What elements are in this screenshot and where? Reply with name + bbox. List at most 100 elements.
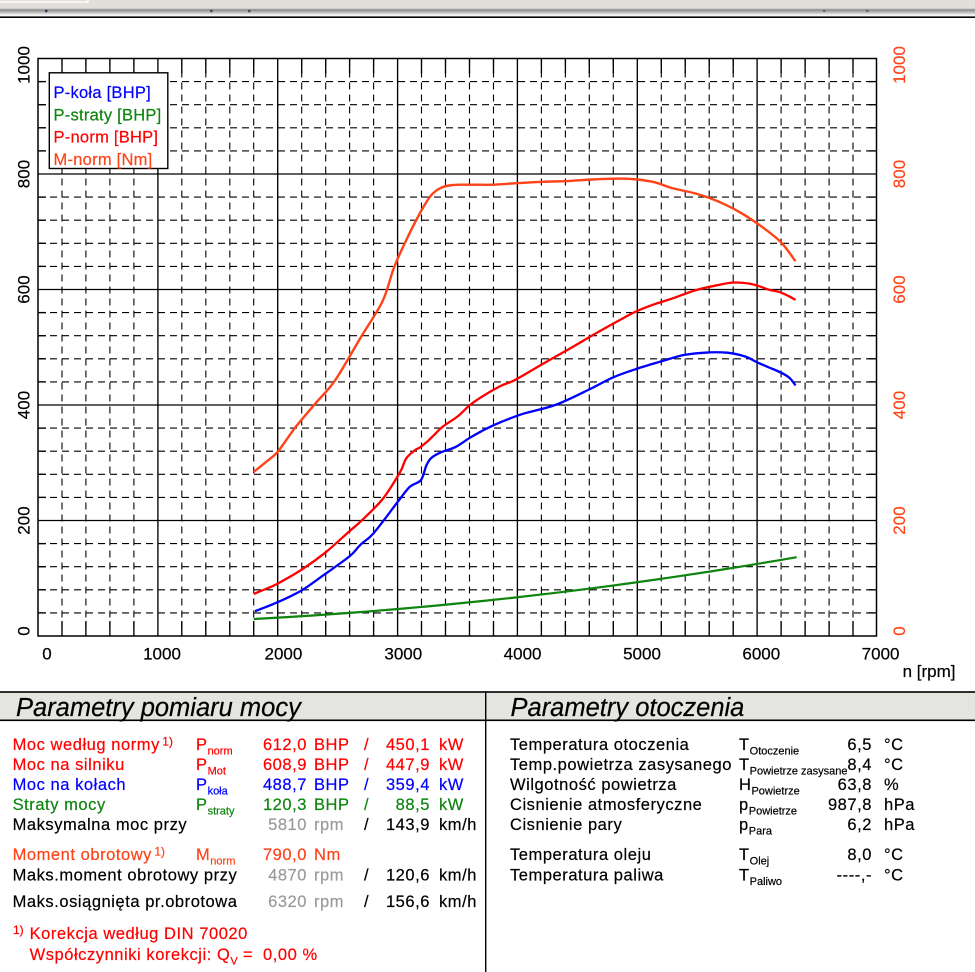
svg-text:7000: 7000 — [862, 645, 900, 664]
svg-text:63,8: 63,8 — [838, 776, 872, 794]
svg-text:88,5: 88,5 — [396, 796, 430, 814]
svg-text:608,9: 608,9 — [263, 756, 307, 774]
svg-text:kW: kW — [439, 796, 464, 814]
svg-text:----,-: ----,- — [837, 867, 872, 885]
svg-text:TOtoczenie: TOtoczenie — [739, 736, 799, 758]
svg-text:120,6: 120,6 — [386, 867, 430, 885]
svg-text:800: 800 — [15, 160, 34, 188]
svg-text:km/h: km/h — [439, 893, 477, 911]
svg-text:488,7: 488,7 — [263, 776, 307, 794]
svg-text:790,0: 790,0 — [263, 846, 307, 864]
svg-text:km/h: km/h — [439, 867, 477, 885]
svg-text:kW: kW — [439, 736, 464, 754]
svg-text:359,4: 359,4 — [386, 776, 430, 794]
svg-text:Maks.moment obrotowy przy: Maks.moment obrotowy przy — [13, 867, 238, 885]
svg-text:°C: °C — [884, 756, 904, 774]
svg-text:P-straty [BHP]: P-straty [BHP] — [54, 106, 162, 124]
svg-text:Maks.osiągnięta pr.obrotowa: Maks.osiągnięta pr.obrotowa — [13, 893, 238, 911]
svg-text:kW: kW — [439, 776, 464, 794]
svg-text:°C: °C — [884, 736, 904, 754]
svg-text:1000: 1000 — [15, 46, 34, 84]
svg-text:n [rpm]: n [rpm] — [903, 662, 956, 681]
svg-text:Moc na silniku: Moc na silniku — [13, 756, 125, 774]
svg-text:5000: 5000 — [623, 645, 661, 664]
svg-text:Maksymalna moc przy: Maksymalna moc przy — [13, 816, 188, 834]
svg-text:3000: 3000 — [384, 645, 422, 664]
svg-text:Mnorm: Mnorm — [196, 846, 235, 868]
svg-text:hPa: hPa — [884, 816, 915, 834]
svg-text:°C: °C — [884, 867, 904, 885]
svg-text:P-koła [BHP]: P-koła [BHP] — [54, 84, 151, 102]
svg-text:6000: 6000 — [742, 645, 780, 664]
svg-text:P-norm [BHP]: P-norm [BHP] — [54, 129, 159, 147]
svg-text:BHP: BHP — [314, 756, 350, 774]
svg-text:/: / — [364, 776, 369, 794]
svg-text:pPara: pPara — [739, 816, 773, 838]
svg-text:0: 0 — [890, 626, 909, 635]
svg-text:2000: 2000 — [264, 645, 302, 664]
svg-text:4000: 4000 — [504, 645, 542, 664]
svg-text:200: 200 — [15, 506, 34, 534]
svg-text:200: 200 — [890, 506, 909, 534]
svg-text:Pkoła: Pkoła — [196, 776, 229, 798]
svg-text:Moment obrotowy 1): Moment obrotowy 1) — [13, 845, 165, 865]
svg-text:BHP: BHP — [314, 796, 350, 814]
svg-text:pPowietrze: pPowietrze — [739, 796, 797, 818]
svg-text:800: 800 — [890, 160, 909, 188]
svg-text:1000: 1000 — [890, 46, 909, 84]
svg-text:Korekcja według DIN 70020: Korekcja według DIN 70020 — [30, 925, 248, 943]
svg-text:1000: 1000 — [143, 645, 181, 664]
svg-text:BHP: BHP — [314, 736, 350, 754]
svg-text:Straty mocy: Straty mocy — [13, 796, 106, 814]
svg-text:kW: kW — [439, 756, 464, 774]
svg-text:BHP: BHP — [314, 776, 350, 794]
svg-text:/: / — [364, 756, 369, 774]
svg-text:%: % — [884, 776, 899, 794]
svg-text:/: / — [364, 796, 369, 814]
svg-text:Temp.powietrza zasysanego: Temp.powietrza zasysanego — [510, 756, 732, 774]
svg-text:400: 400 — [890, 391, 909, 419]
svg-text:8,4: 8,4 — [847, 756, 872, 774]
svg-text:Temperatura paliwa: Temperatura paliwa — [510, 867, 664, 885]
svg-text:/: / — [364, 816, 369, 834]
svg-text:450,1: 450,1 — [386, 736, 430, 754]
svg-text:km/h: km/h — [439, 816, 477, 834]
svg-text:0: 0 — [42, 645, 51, 664]
svg-text:600: 600 — [890, 275, 909, 303]
svg-text:Pnorm: Pnorm — [196, 736, 233, 758]
svg-text:400: 400 — [15, 391, 34, 419]
svg-text:6,2: 6,2 — [847, 816, 872, 834]
svg-text:/: / — [364, 893, 369, 911]
svg-text:TPaliwo: TPaliwo — [739, 867, 782, 889]
svg-text:987,8: 987,8 — [828, 796, 872, 814]
svg-text:/: / — [364, 867, 369, 885]
svg-text:PMot: PMot — [196, 756, 226, 778]
svg-text:rpm: rpm — [314, 893, 344, 911]
svg-text:156,6: 156,6 — [386, 893, 430, 911]
svg-text:Cisnienie atmosferyczne: Cisnienie atmosferyczne — [510, 796, 702, 814]
svg-text:Parametry otoczenia: Parametry otoczenia — [511, 694, 745, 722]
svg-text:Wilgotność powietrza: Wilgotność powietrza — [510, 776, 677, 794]
svg-text:600: 600 — [15, 275, 34, 303]
svg-text:HPowietrze: HPowietrze — [739, 776, 800, 798]
svg-text:/: / — [364, 736, 369, 754]
svg-text:rpm: rpm — [314, 867, 344, 885]
svg-text:6,5: 6,5 — [847, 736, 872, 754]
svg-text:143,9: 143,9 — [386, 816, 430, 834]
svg-text:Cisnienie pary: Cisnienie pary — [510, 816, 622, 834]
svg-text:8,0: 8,0 — [847, 846, 872, 864]
svg-text:TPowietrze zasysane: TPowietrze zasysane — [739, 756, 847, 778]
svg-text:Moc według normy 1): Moc według normy 1) — [13, 735, 173, 755]
svg-text:Temperatura otoczenia: Temperatura otoczenia — [510, 736, 690, 754]
svg-text:612,0: 612,0 — [263, 736, 307, 754]
svg-text:Parametry pomiaru mocy: Parametry pomiaru mocy — [16, 694, 303, 722]
svg-text:Współczynniki korekcji: QV =: Współczynniki korekcji: QV = — [30, 946, 253, 968]
svg-text:M-norm [Nm]: M-norm [Nm] — [54, 151, 153, 169]
svg-text:Temperatura oleju: Temperatura oleju — [510, 846, 651, 864]
svg-text:Pstraty: Pstraty — [196, 796, 235, 818]
svg-text:TOlej: TOlej — [739, 846, 769, 868]
svg-text:120,3: 120,3 — [263, 796, 307, 814]
svg-text:Nm: Nm — [314, 846, 341, 864]
svg-text:4870: 4870 — [268, 867, 307, 885]
svg-text:1): 1) — [13, 923, 24, 937]
